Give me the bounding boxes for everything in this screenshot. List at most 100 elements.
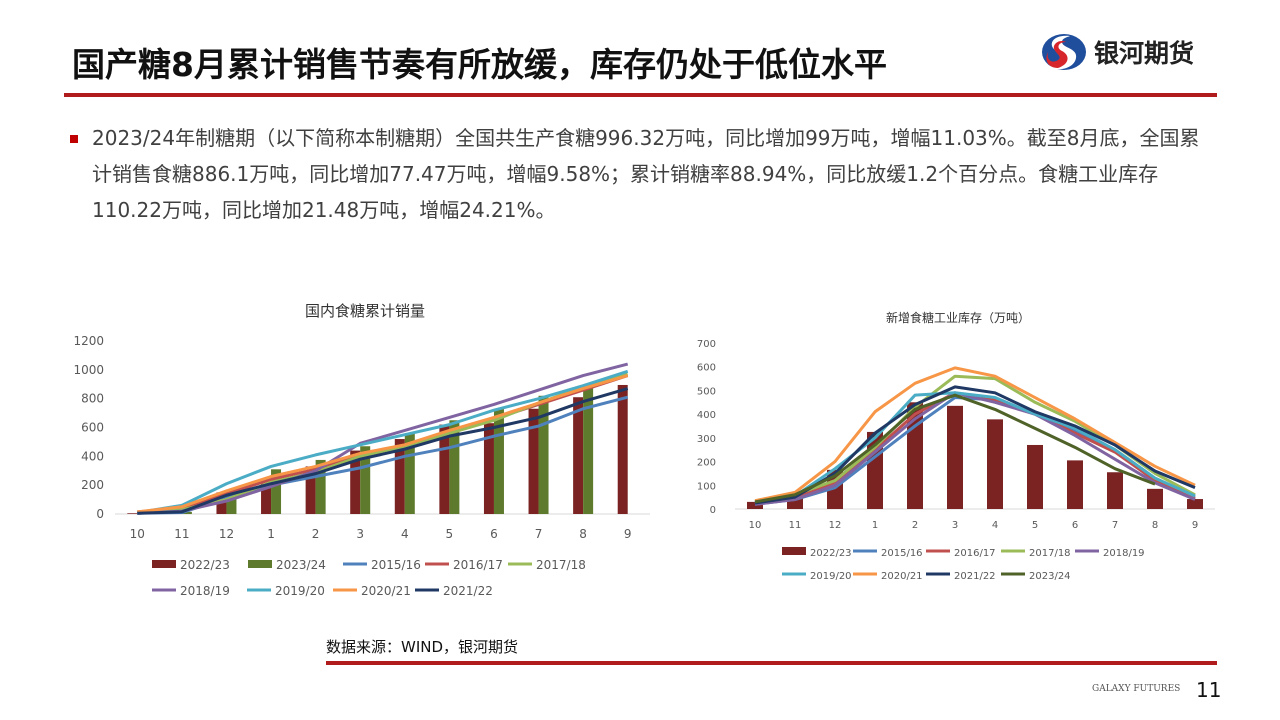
x-tick-label: 11	[789, 520, 802, 531]
bullet-icon	[70, 135, 78, 143]
y-tick-label: 200	[697, 458, 716, 469]
x-tick-label: 11	[174, 527, 189, 541]
bar-2023-24	[583, 386, 594, 514]
y-tick-label: 400	[81, 449, 104, 463]
x-tick-label: 10	[749, 520, 762, 531]
x-tick-label: 6	[490, 527, 498, 541]
bar-2022-23	[1187, 499, 1203, 509]
x-tick-label: 1	[872, 520, 878, 531]
legend-label: 2016/17	[954, 548, 996, 559]
x-tick-label: 5	[446, 527, 454, 541]
chart-title: 新增食糖工业库存（万吨）	[886, 310, 1030, 325]
bar-2023-24	[449, 420, 460, 514]
legend-label: 2018/19	[180, 584, 230, 598]
x-tick-label: 12	[829, 520, 842, 531]
line-2021-22	[137, 387, 629, 515]
bar-2023-24	[493, 408, 504, 514]
bar-2022-23	[1027, 444, 1043, 509]
bar-2022-23	[127, 513, 138, 514]
legend-label: 2021/22	[443, 584, 493, 598]
x-tick-label: 8	[1152, 520, 1158, 531]
x-tick-label: 7	[535, 527, 543, 541]
bar-2022-23	[305, 466, 316, 514]
legend-label: 2018/19	[1103, 548, 1145, 559]
line-2020-21	[754, 366, 1196, 503]
legend-label: 2022/23	[180, 558, 230, 572]
line-2018-19	[754, 391, 1196, 506]
bar-2022-23	[394, 439, 405, 514]
bar-2022-23	[987, 419, 1003, 509]
legend-label: 2020/21	[881, 571, 923, 582]
bar-2023-24	[538, 395, 549, 514]
y-tick-label: 100	[697, 481, 716, 492]
line-2020-21	[137, 374, 629, 514]
x-tick-label: 5	[1032, 520, 1038, 531]
bar-2023-24	[404, 433, 415, 514]
bar-2022-23	[747, 501, 763, 509]
legend-label: 2023/24	[1029, 571, 1071, 582]
legend-label: 2015/16	[881, 548, 923, 559]
y-tick-label: 300	[697, 434, 716, 445]
y-tick-label: 0	[96, 507, 104, 521]
x-tick-label: 7	[1112, 520, 1118, 531]
legend-swatch	[248, 560, 272, 568]
bar-2022-23	[947, 405, 963, 509]
legend-label: 2015/16	[371, 558, 421, 572]
bar-2022-23	[439, 424, 450, 514]
x-tick-label: 6	[1072, 520, 1078, 531]
legend-swatch	[152, 560, 176, 568]
y-tick-label: 1200	[73, 334, 104, 348]
bar-2023-24	[226, 490, 237, 514]
slide-title: 国产糖8月累计销售节奏有所放缓，库存仍处于低位水平	[72, 45, 887, 84]
y-tick-label: 800	[81, 392, 104, 406]
bar-2022-23	[1107, 472, 1123, 509]
line-2019-20	[754, 391, 1196, 505]
footer-brand: GALAXY FUTURES	[1092, 684, 1181, 694]
x-tick-label: 2	[312, 527, 320, 541]
chart-title: 国内食糖累计销量	[305, 302, 425, 320]
x-tick-label: 8	[579, 527, 587, 541]
legend-label: 2022/23	[810, 548, 852, 559]
bar-2022-23	[350, 450, 361, 514]
line-2019-20	[137, 369, 629, 515]
legend-label: 2021/22	[954, 571, 996, 582]
y-tick-label: 700	[697, 339, 716, 350]
y-tick-label: 500	[697, 386, 716, 397]
legend-label: 2019/20	[275, 584, 325, 598]
bar-2022-23	[528, 408, 539, 514]
footer-divider	[326, 661, 1217, 665]
bar-2022-23	[1067, 460, 1083, 509]
line-2018-19	[137, 362, 629, 515]
x-tick-label: 4	[401, 527, 409, 541]
x-tick-label: 10	[130, 527, 145, 541]
legend-label: 2017/18	[1029, 548, 1071, 559]
x-tick-label: 3	[356, 527, 364, 541]
x-tick-label: 12	[219, 527, 234, 541]
bar-2022-23	[573, 397, 584, 514]
y-tick-label: 400	[697, 410, 716, 421]
summary-paragraph: 2023/24年制糖期（以下简称本制糖期）全国共生产食糖996.32万吨，同比增…	[92, 126, 1200, 222]
company-logo: 银河期货	[1040, 30, 1194, 74]
bar-2023-24	[181, 511, 192, 514]
bar-2022-23	[1147, 488, 1163, 509]
galaxy-logo-icon	[1042, 34, 1086, 70]
logo-text: 银河期货	[1094, 39, 1195, 68]
x-tick-label: 2	[912, 520, 918, 531]
bar-2022-23	[617, 384, 628, 514]
bar-2023-24	[315, 459, 326, 514]
line-2023-24	[754, 393, 1156, 504]
legend-label: 2019/20	[810, 571, 852, 582]
page-number: 11	[1196, 678, 1222, 702]
x-tick-label: 9	[1192, 520, 1198, 531]
header-divider	[64, 93, 1217, 97]
x-tick-label: 9	[624, 527, 632, 541]
y-tick-label: 600	[697, 363, 716, 374]
bar-2022-23	[483, 423, 494, 514]
x-tick-label: 3	[952, 520, 958, 531]
legend-label: 2023/24	[276, 558, 326, 572]
legend-swatch	[782, 547, 806, 555]
legend-label: 2016/17	[453, 558, 503, 572]
legend-label: 2020/21	[361, 584, 411, 598]
x-tick-label: 4	[992, 520, 998, 531]
